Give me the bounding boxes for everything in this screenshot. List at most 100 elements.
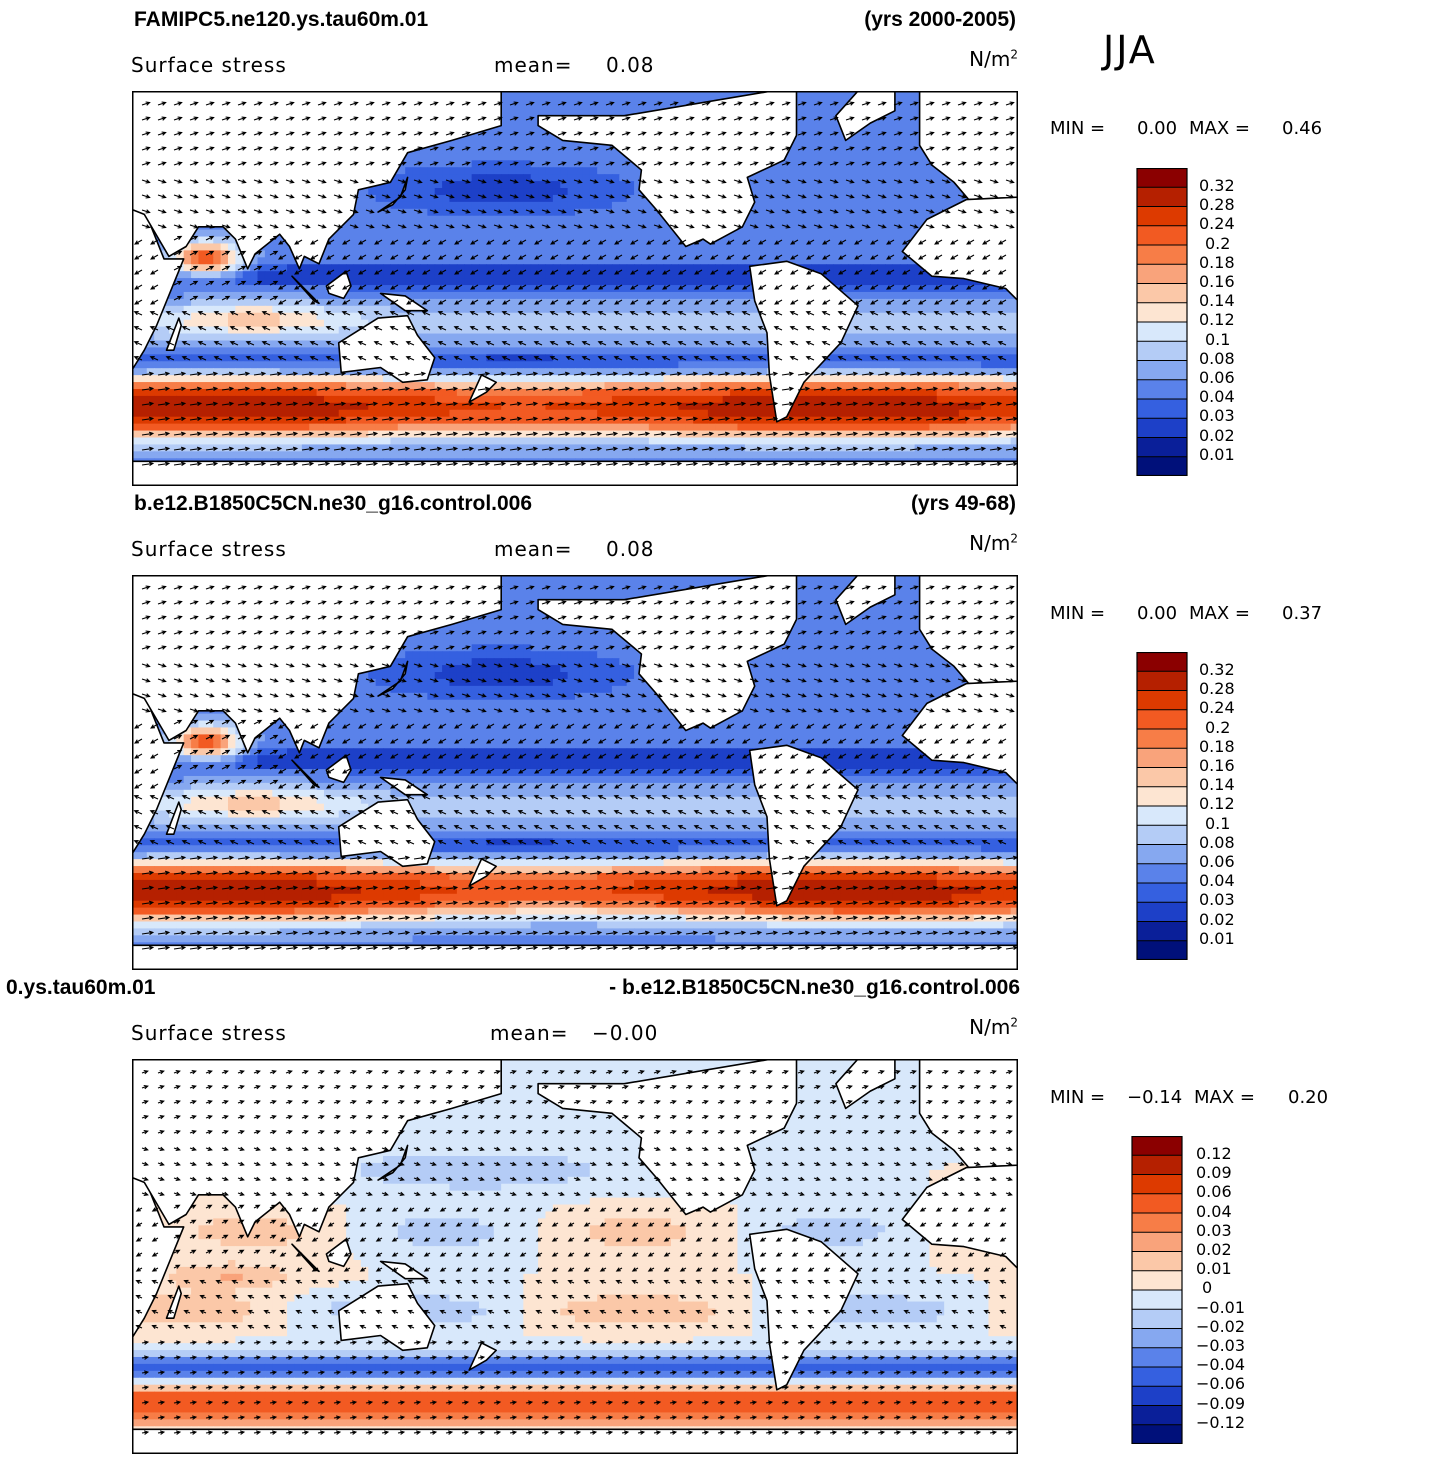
panel-2-variable: Surface stress	[131, 537, 287, 561]
colorbar-swatch	[1137, 456, 1187, 476]
colorbar-level-label: 0.06	[1199, 852, 1235, 871]
colorbar-swatch	[1132, 1136, 1182, 1156]
season-label: JJA	[1103, 28, 1157, 72]
panel-3-min-value: −0.14	[1127, 1087, 1182, 1108]
colorbar-swatch	[1137, 825, 1187, 845]
colorbar-level-label: 0.12	[1199, 310, 1235, 329]
panel-2-map	[132, 575, 1018, 970]
colorbar-swatch	[1132, 1328, 1182, 1349]
colorbar-swatch	[1137, 921, 1187, 942]
colorbar-swatch	[1132, 1424, 1182, 1444]
panel-1-map	[132, 91, 1018, 486]
colorbar-level-label: 0.01	[1196, 1259, 1232, 1278]
colorbar-swatch	[1137, 302, 1187, 323]
colorbar-swatch	[1137, 437, 1187, 458]
colorbar-level-label: 0.04	[1199, 871, 1235, 890]
colorbar-level-label: 0.14	[1199, 291, 1235, 310]
panel-1-colorbar	[1136, 168, 1188, 476]
colorbar-swatch	[1137, 341, 1187, 361]
colorbar-swatch	[1137, 245, 1187, 265]
colorbar-level-label: 0.08	[1199, 349, 1235, 368]
panel-2-units: N/m2	[969, 531, 1018, 555]
panel-1-mean-value: 0.08	[606, 53, 655, 77]
panel-2-min-label: MIN =	[1050, 603, 1105, 624]
panel-2-colorbar	[1136, 652, 1188, 960]
colorbar-swatch	[1137, 729, 1187, 749]
colorbar-level-label: 0.32	[1199, 176, 1235, 195]
panel-2-run-name: b.e12.B1850C5CN.ne30_g16.control.006	[134, 492, 532, 516]
colorbar-swatch	[1137, 187, 1187, 207]
colorbar-level-label: 0.03	[1199, 406, 1235, 425]
colorbar-swatch	[1132, 1347, 1182, 1368]
colorbar-level-label: 0.04	[1196, 1202, 1232, 1221]
panel-3-colorbar	[1131, 1136, 1183, 1444]
colorbar-level-label: −0.09	[1196, 1394, 1245, 1413]
colorbar-swatch	[1137, 902, 1187, 922]
panel-3-variable: Surface stress	[131, 1021, 287, 1045]
colorbar-level-label: 0.01	[1199, 445, 1235, 464]
colorbar-swatch	[1137, 748, 1187, 768]
colorbar-swatch	[1132, 1367, 1182, 1387]
colorbar-level-label: 0.2	[1205, 234, 1230, 253]
colorbar-level-label: 0	[1202, 1278, 1212, 1297]
colorbar-swatch	[1137, 940, 1187, 960]
colorbar-swatch	[1137, 652, 1187, 672]
colorbar-swatch	[1137, 225, 1187, 246]
colorbar-level-label: 0.12	[1196, 1144, 1232, 1163]
colorbar-swatch	[1132, 1270, 1182, 1291]
colorbar-swatch	[1137, 806, 1187, 826]
colorbar-swatch	[1137, 786, 1187, 807]
colorbar-swatch	[1137, 322, 1187, 342]
colorbar-swatch	[1132, 1290, 1182, 1310]
panel-3-run-name: 0.ys.tau60m.01	[6, 976, 155, 1000]
panel-1-min-label: MIN =	[1050, 118, 1105, 139]
panel-3-mean-value: −0.00	[592, 1021, 658, 1045]
colorbar-swatch	[1137, 283, 1187, 304]
colorbar-level-label: 0.28	[1199, 195, 1235, 214]
colorbar-swatch	[1132, 1386, 1182, 1406]
colorbar-swatch	[1132, 1193, 1182, 1214]
colorbar-swatch	[1137, 883, 1187, 903]
colorbar-level-label: 0.09	[1196, 1163, 1232, 1182]
colorbar-swatch	[1137, 863, 1187, 884]
colorbar-level-label: −0.12	[1196, 1413, 1245, 1432]
panel-1-run-name: FAMIPC5.ne120.ys.tau60m.01	[134, 8, 428, 32]
colorbar-swatch	[1132, 1155, 1182, 1175]
colorbar-level-label: 0.02	[1199, 910, 1235, 929]
colorbar-swatch	[1137, 379, 1187, 400]
panel-3-max-label: MAX =	[1194, 1087, 1255, 1108]
colorbar-level-label: 0.18	[1199, 737, 1235, 756]
panel-1-min-value: 0.00	[1137, 118, 1177, 139]
colorbar-swatch	[1132, 1251, 1182, 1272]
panel-2-min-value: 0.00	[1137, 603, 1177, 624]
panel-1-units: N/m2	[969, 47, 1018, 71]
colorbar-swatch	[1137, 418, 1187, 438]
colorbar-level-label: −0.03	[1196, 1336, 1245, 1355]
panel-2-max-label: MAX =	[1189, 603, 1250, 624]
colorbar-level-label: 0.16	[1199, 756, 1235, 775]
colorbar-level-label: 0.01	[1199, 929, 1235, 948]
colorbar-swatch	[1137, 767, 1187, 788]
colorbar-level-label: 0.02	[1199, 426, 1235, 445]
colorbar-level-label: 0.16	[1199, 272, 1235, 291]
panel-1-max-label: MAX =	[1189, 118, 1250, 139]
colorbar-level-label: 0.24	[1199, 214, 1235, 233]
colorbar-level-label: −0.04	[1196, 1355, 1245, 1374]
colorbar-swatch	[1137, 399, 1187, 419]
panel-1-variable: Surface stress	[131, 53, 287, 77]
panel-1-years: (yrs 2000-2005)	[864, 8, 1016, 32]
panel-2-years: (yrs 49-68)	[911, 492, 1016, 516]
colorbar-swatch	[1132, 1213, 1182, 1233]
colorbar-swatch	[1137, 360, 1187, 381]
colorbar-level-label: 0.03	[1196, 1221, 1232, 1240]
colorbar-swatch	[1137, 690, 1187, 711]
colorbar-level-label: 0.18	[1199, 253, 1235, 272]
colorbar-swatch	[1137, 709, 1187, 730]
panel-3-years: - b.e12.B1850C5CN.ne30_g16.control.006	[609, 976, 1020, 1000]
colorbar-swatch	[1137, 206, 1187, 227]
panel-1-mean-label: mean=	[494, 53, 572, 77]
colorbar-level-label: 0.03	[1199, 890, 1235, 909]
colorbar-level-label: 0.32	[1199, 660, 1235, 679]
colorbar-level-label: 0.1	[1205, 330, 1230, 349]
colorbar-swatch	[1132, 1309, 1182, 1329]
